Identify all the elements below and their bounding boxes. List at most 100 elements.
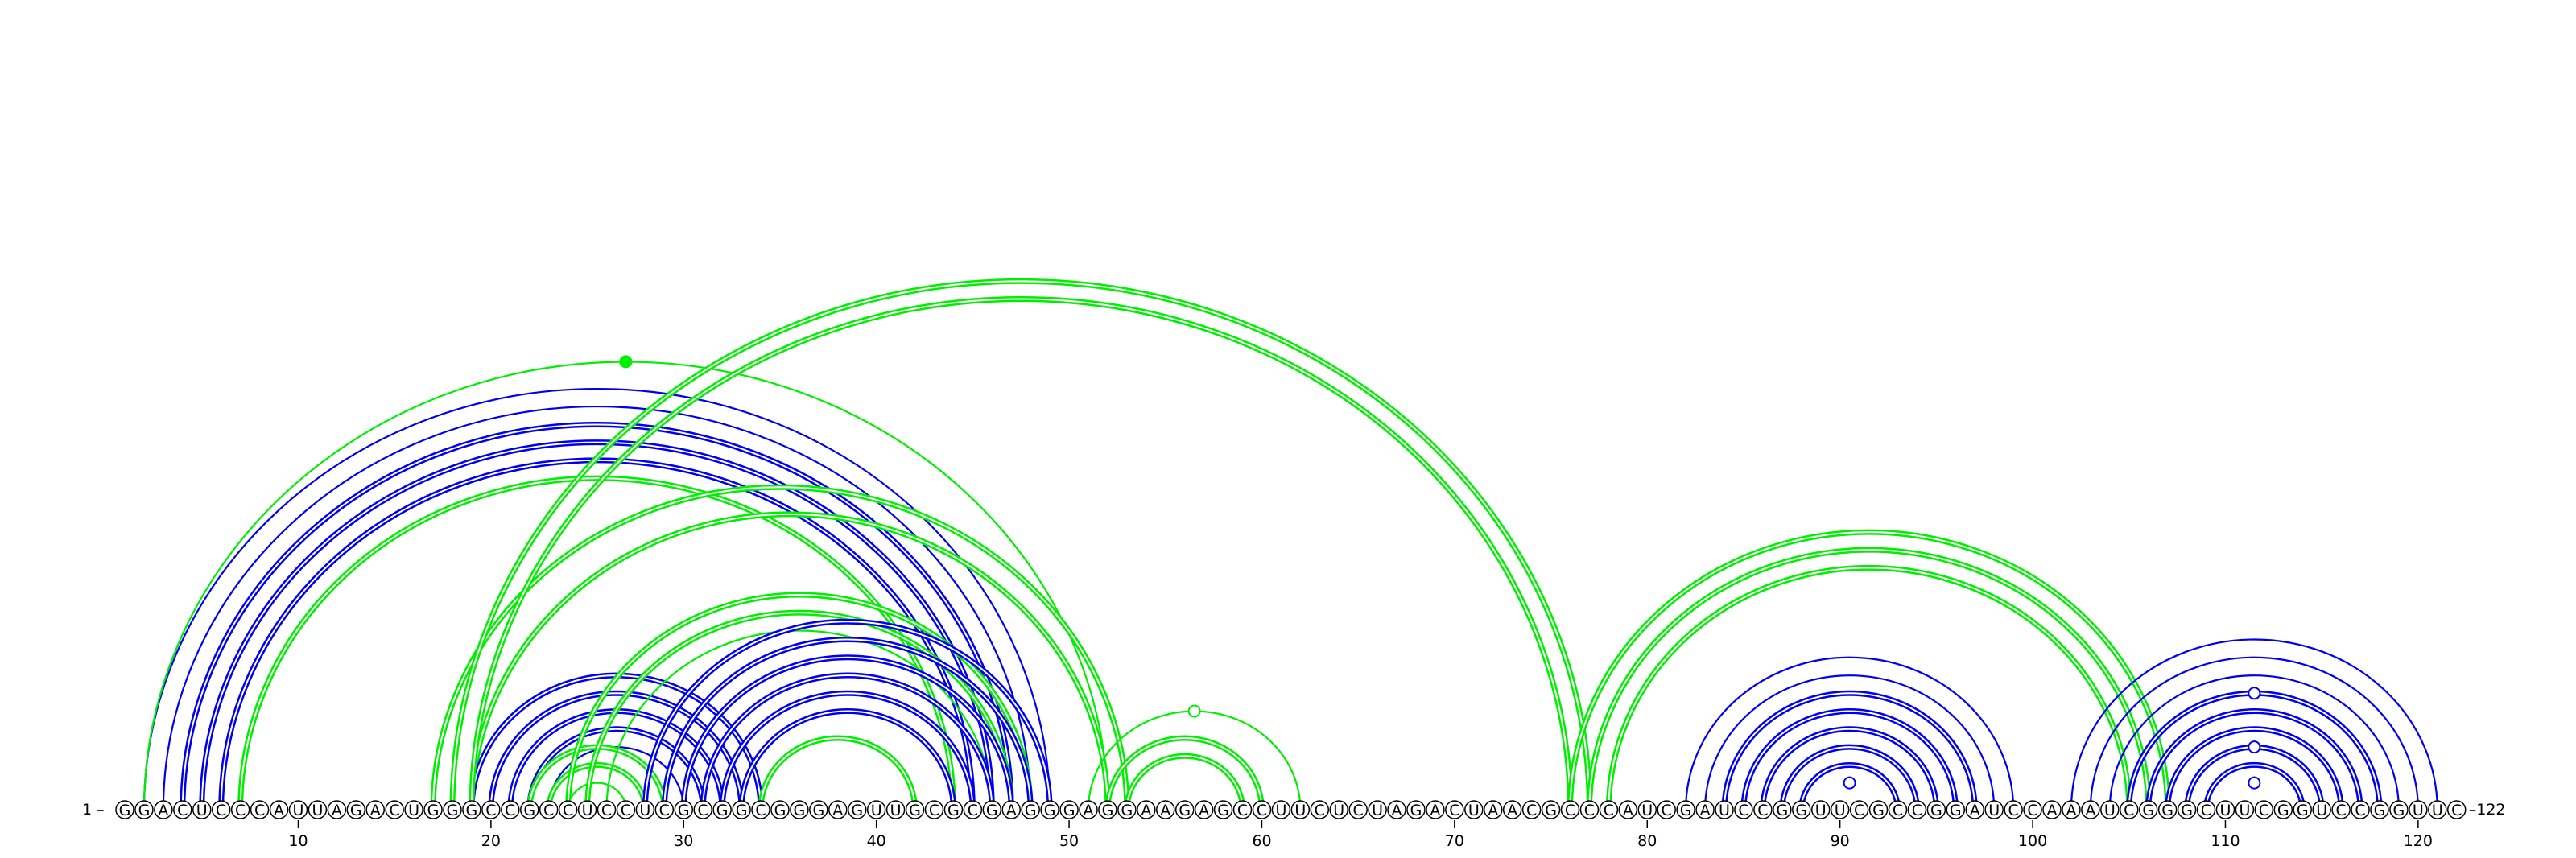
nucleotide-circle-74 bbox=[1521, 800, 1542, 819]
nucleotide-letter-18: G bbox=[447, 802, 459, 819]
nucleotide-circle-57 bbox=[1194, 800, 1214, 819]
base-pair-arc-gap-106-117 bbox=[2147, 710, 2362, 811]
nucleotide-letter-46: G bbox=[986, 802, 998, 819]
base-pair-arc-82-99 bbox=[1685, 656, 2015, 811]
base-pair-arc-3-48 bbox=[162, 405, 1032, 811]
nucleotide-circle-9 bbox=[269, 800, 289, 819]
base-pair-arc-103-120 bbox=[2089, 656, 2419, 811]
base-pair-arc-gap-24-48 bbox=[567, 593, 1032, 811]
base-pair-arc-102-121 bbox=[2070, 638, 2438, 811]
nucleotide-circle-12 bbox=[327, 800, 347, 819]
nucleotide-letter-109: C bbox=[2201, 802, 2211, 819]
nucleotide-letter-49: G bbox=[1044, 802, 1056, 819]
nucleotide-circle-34 bbox=[751, 800, 770, 819]
base-pair-arc-85-96 bbox=[1740, 708, 1959, 811]
nucleotide-letter-59: C bbox=[1237, 802, 1248, 819]
nucleotide-circle-5 bbox=[192, 800, 212, 819]
base-pair-arc-104-119 bbox=[2108, 674, 2401, 811]
nucleotide-circle-17 bbox=[423, 800, 443, 819]
nucleotide-letter-92: G bbox=[1872, 802, 1885, 819]
nucleotide-circle-69 bbox=[1426, 800, 1445, 819]
nucleotide-letter-113: G bbox=[2277, 802, 2289, 819]
nucleotide-letter-114: G bbox=[2297, 802, 2309, 819]
nucleotide-circle-109 bbox=[2196, 800, 2216, 819]
nucleotide-circle-80 bbox=[1637, 800, 1657, 819]
sequence-start-label: 1 – bbox=[82, 801, 105, 819]
nucleotide-letter-106: G bbox=[2142, 802, 2154, 819]
nucleotide-letter-58: G bbox=[1217, 802, 1229, 819]
nucleotide-circle-84 bbox=[1715, 800, 1734, 819]
nucleotide-circle-66 bbox=[1368, 800, 1387, 819]
nucleotide-letter-83: A bbox=[1700, 802, 1711, 819]
nucleotide-letter-9: A bbox=[274, 802, 284, 819]
nucleotide-letter-101: A bbox=[2047, 802, 2058, 819]
arcs-layer bbox=[142, 278, 2438, 811]
nucleotide-circle-13 bbox=[346, 800, 366, 819]
nucleotide-circle-41 bbox=[886, 800, 906, 819]
nucleotide-letter-30: G bbox=[678, 802, 690, 819]
nucleotide-letter-64: U bbox=[1333, 802, 1344, 819]
nucleotide-letter-93: C bbox=[1893, 802, 1903, 819]
nucleotide-circle-88 bbox=[1792, 800, 1811, 819]
nucleotide-letter-56: G bbox=[1179, 802, 1191, 819]
nucleotide-circle-27 bbox=[616, 800, 636, 819]
nucleotide-letter-84: U bbox=[1719, 802, 1730, 819]
base-pair-arc-gap-30-47 bbox=[683, 656, 1013, 811]
nucleotide-circle-33 bbox=[732, 800, 751, 819]
nucleotide-circle-120 bbox=[2409, 800, 2428, 819]
arc-apex-marker-51-62 bbox=[1187, 704, 1201, 718]
nucleotide-circle-122 bbox=[2446, 800, 2467, 819]
nucleotide-circle-110 bbox=[2215, 800, 2235, 819]
nucleotide-circle-61 bbox=[1271, 800, 1291, 819]
nucleotide-circle-106 bbox=[2138, 800, 2158, 819]
nucleotide-letter-63: C bbox=[1315, 802, 1325, 819]
nucleotide-letter-53: G bbox=[1121, 802, 1133, 819]
axis-tick-label-100: 100 bbox=[2018, 832, 2047, 850]
nucleotide-letter-13: G bbox=[350, 802, 362, 819]
nucleotide-circle-31 bbox=[693, 800, 712, 819]
base-pair-arc-19-52 bbox=[469, 511, 1111, 811]
nucleotide-circle-92 bbox=[1868, 800, 1889, 819]
base-pair-arc-gap-23-28 bbox=[547, 764, 646, 811]
nucleotide-letter-80: U bbox=[1641, 802, 1653, 819]
position-axis: 10 20 30 40 50 60 70 80 90 100 110 120 bbox=[288, 820, 2433, 850]
nucleotide-letter-23: C bbox=[543, 802, 554, 819]
nucleotide-letter-76: C bbox=[1565, 802, 1575, 819]
nucleotide-letter-69: A bbox=[1430, 802, 1440, 819]
base-pair-arc-gap-88-93 bbox=[1800, 764, 1899, 811]
nucleotide-letter-40: U bbox=[871, 802, 882, 819]
nucleotide-letter-66: U bbox=[1372, 802, 1383, 819]
nucleotide-letter-28: U bbox=[639, 802, 650, 819]
nucleotide-circle-7 bbox=[230, 800, 250, 819]
nucleotide-letter-119: G bbox=[2393, 802, 2405, 819]
nucleotide-letter-5: U bbox=[196, 802, 208, 819]
nucleotide-circle-82 bbox=[1676, 800, 1695, 819]
nucleotide-circle-76 bbox=[1560, 800, 1580, 819]
nucleotide-circle-113 bbox=[2273, 800, 2293, 819]
nucleotide-letter-25: U bbox=[582, 802, 593, 819]
base-pair-arc-gap-76-107 bbox=[1569, 530, 2169, 811]
nucleotide-letter-98: U bbox=[1988, 802, 2000, 819]
nucleotide-circle-86 bbox=[1753, 800, 1773, 819]
base-pair-arc-gap-5-46 bbox=[200, 441, 993, 811]
nucleotide-circle-114 bbox=[2293, 800, 2312, 819]
nucleotide-circle-98 bbox=[1984, 800, 2004, 819]
nucleotide-circle-72 bbox=[1483, 800, 1503, 819]
nucleotide-circle-46 bbox=[982, 800, 1002, 819]
nucleotide-letter-122: C bbox=[2451, 802, 2462, 819]
nucleotide-circle-70 bbox=[1445, 800, 1464, 819]
arc-apex-marker-2-52 bbox=[619, 355, 633, 369]
nucleotide-letter-39: G bbox=[851, 802, 863, 819]
nucleotide-letter-65: C bbox=[1353, 802, 1364, 819]
axis-tick-label-70: 70 bbox=[1445, 832, 1464, 850]
nucleotide-circle-8 bbox=[250, 800, 270, 819]
nucleotide-letter-29: C bbox=[659, 802, 670, 819]
nucleotide-letter-95: G bbox=[1930, 802, 1942, 819]
nucleotide-circle-87 bbox=[1773, 800, 1792, 819]
nucleotide-letter-45: C bbox=[968, 802, 978, 819]
nucleotide-circle-64 bbox=[1329, 800, 1348, 819]
nucleotide-letter-89: U bbox=[1815, 802, 1827, 819]
nucleotide-letter-117: C bbox=[2355, 802, 2365, 819]
base-pair-arc-gap-29-48 bbox=[663, 638, 1032, 811]
